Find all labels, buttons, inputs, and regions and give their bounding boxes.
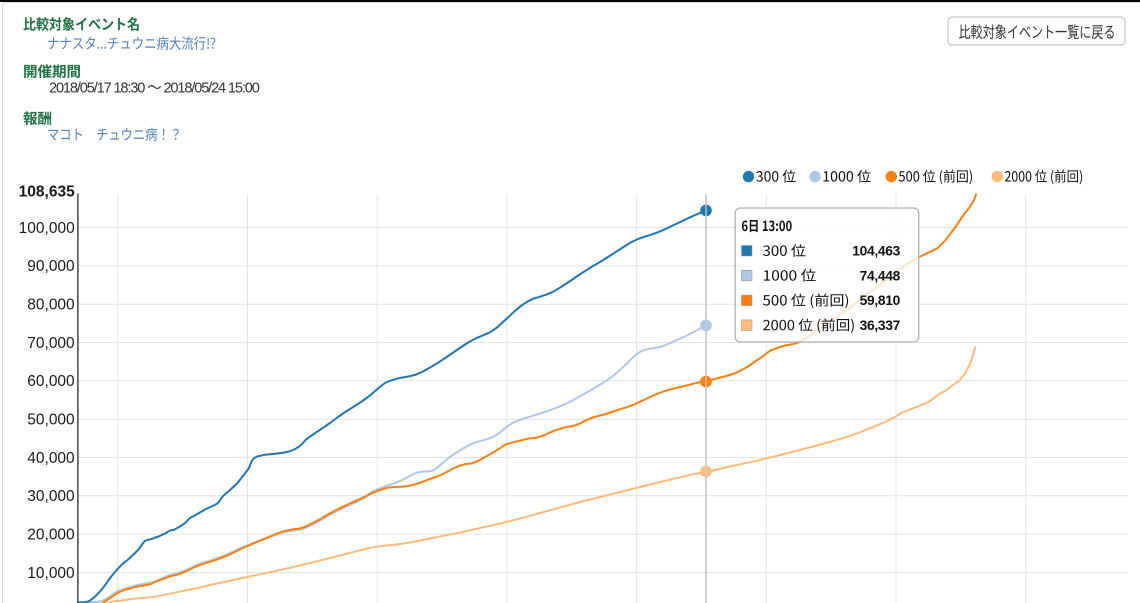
svg-text:59,810: 59,810 (860, 293, 901, 308)
svg-text:20,000: 20,000 (27, 527, 75, 544)
svg-text:36,337: 36,337 (860, 318, 901, 333)
svg-text:74,448: 74,448 (860, 268, 901, 283)
svg-text:60,000: 60,000 (27, 373, 75, 390)
svg-text:100,000: 100,000 (19, 220, 75, 237)
svg-text:104,463: 104,463 (852, 244, 900, 259)
svg-text:108,635: 108,635 (19, 183, 75, 200)
svg-text:80,000: 80,000 (27, 297, 75, 314)
svg-text:50,000: 50,000 (27, 412, 75, 429)
svg-text:2018/05/17 18:30 ～ 2018/05/24: 2018/05/17 18:30 ～ 2018/05/24 15:00 (49, 81, 260, 97)
svg-text:30,000: 30,000 (27, 488, 75, 505)
svg-text:90,000: 90,000 (27, 258, 75, 275)
svg-text:10,000: 10,000 (27, 565, 75, 582)
svg-text:70,000: 70,000 (27, 335, 75, 352)
svg-text:40,000: 40,000 (27, 450, 75, 467)
